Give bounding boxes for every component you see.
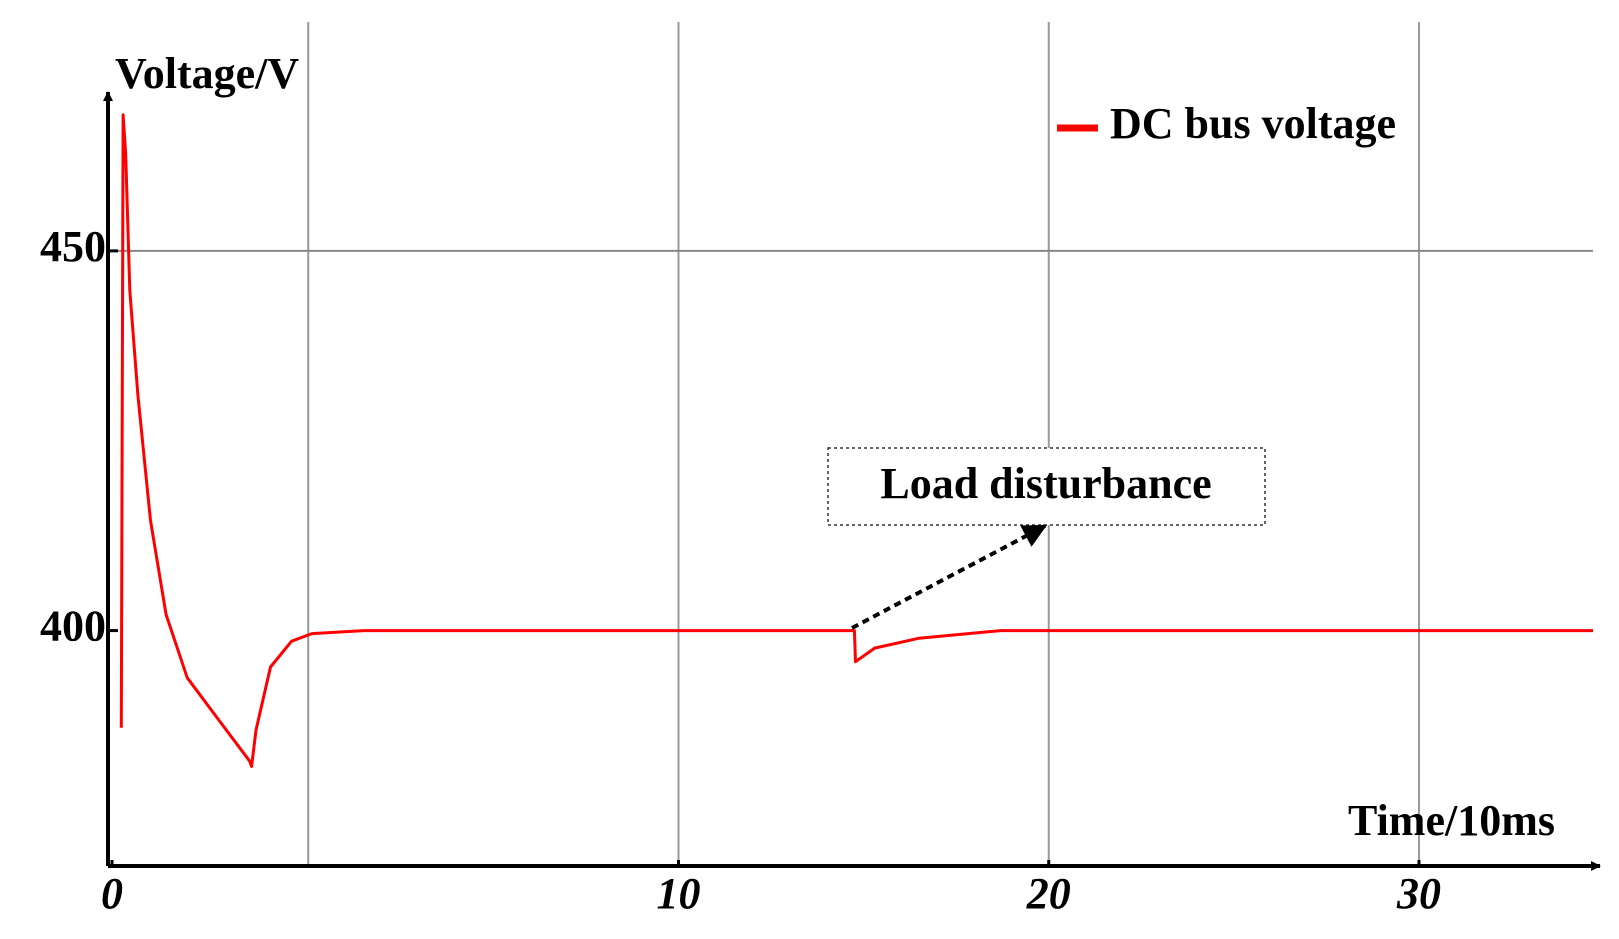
annotation: Load disturbance [880,459,1211,508]
legend-label: DC bus voltage [1110,99,1396,148]
series-line [119,113,1593,768]
x-tick-label: 10 [656,869,700,918]
y-tick-label: 400 [40,602,106,651]
grid [112,22,1593,866]
x-axis-label: Time/10ms [1348,796,1555,845]
x-tick-label: 30 [1396,869,1441,918]
plot [119,113,1593,768]
y-axis-label: Voltage/V [115,49,299,98]
y-tick-label: 450 [40,222,106,271]
x-tick-label: 20 [1026,869,1071,918]
annotation-arrow [851,524,1048,630]
annotation-box [827,447,1266,526]
x-tick-label: 0 [101,869,123,918]
